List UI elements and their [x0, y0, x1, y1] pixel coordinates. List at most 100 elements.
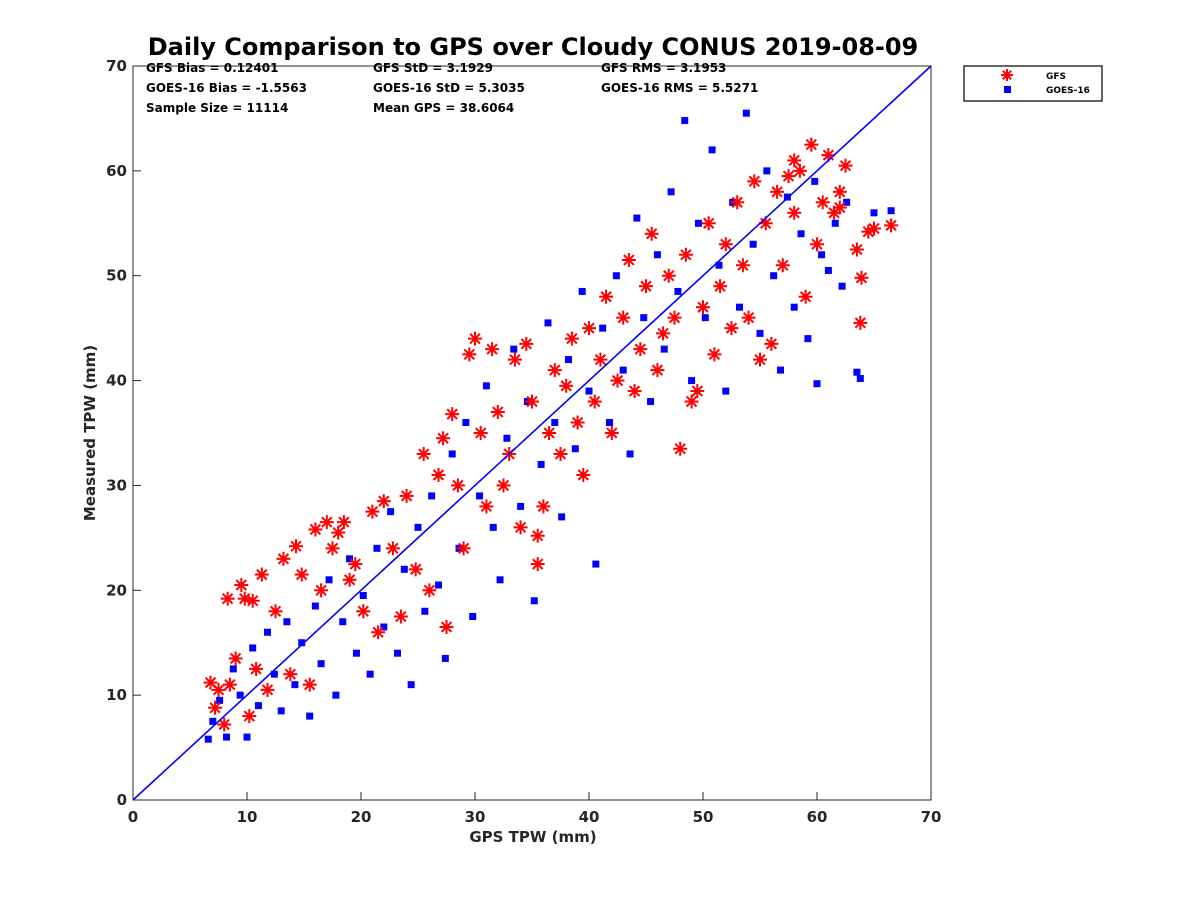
gfs-point — [445, 407, 460, 422]
gfs-point — [399, 488, 414, 503]
mean-gps-stat: Mean GPS = 38.6064 — [373, 101, 514, 115]
gfs-point — [393, 609, 408, 624]
y-tick-label: 20 — [106, 581, 127, 599]
x-tick-label: 20 — [351, 808, 372, 826]
gfs-point — [678, 247, 693, 262]
gfs-point — [616, 310, 631, 325]
gfs-point — [559, 378, 574, 393]
goes16-point — [742, 109, 750, 117]
gfs-point — [724, 321, 739, 336]
x-tick-label: 0 — [128, 808, 138, 826]
gfs-point — [553, 446, 568, 461]
goes16-point — [606, 419, 614, 427]
gfs-point — [810, 237, 824, 252]
y-tick-label: 50 — [106, 267, 127, 285]
gfs-point — [525, 394, 539, 409]
goes16-point — [291, 681, 299, 689]
gfs-point — [884, 218, 899, 233]
gfs-point — [436, 431, 451, 446]
gfs-point — [536, 499, 551, 514]
gfs-std-stat: GFS StD = 3.1929 — [373, 61, 493, 75]
gfs-point — [308, 522, 323, 537]
legend-gfs-asterisk-icon — [1001, 69, 1013, 81]
gfs-point — [621, 252, 636, 267]
gfs-point — [718, 237, 733, 252]
goes16-point — [264, 628, 272, 636]
goes16-point — [708, 146, 716, 154]
goes16-point — [660, 345, 668, 353]
gfs-point — [854, 270, 869, 285]
goes16-point — [243, 733, 251, 741]
gfs-point — [249, 661, 264, 676]
legend-label-gfs: GFS — [1046, 72, 1066, 82]
goes16-point — [694, 219, 702, 227]
gfs-point — [431, 467, 446, 482]
y-tick-label: 10 — [106, 686, 127, 704]
goes16-point — [818, 251, 826, 259]
gfs-point — [234, 578, 249, 593]
x-axis-label: GPS TPW (mm) — [469, 828, 596, 846]
goes16-point — [482, 382, 490, 390]
gfs-point — [838, 158, 853, 173]
gfs-point — [336, 515, 351, 530]
gfs-point — [542, 426, 557, 440]
y-tick-label: 40 — [106, 372, 127, 390]
goes16-point — [270, 670, 278, 678]
plot-area-frame — [132, 65, 932, 801]
axis-ticks: 0 10 20 30 40 50 60 70 0 10 20 30 40 50 60 70 — [106, 57, 941, 826]
goes16-point — [838, 282, 846, 290]
gfs-point — [490, 405, 505, 420]
gfs-point — [479, 499, 494, 514]
goes16-point — [544, 319, 552, 327]
goes16-point — [701, 314, 709, 322]
gfs-point — [661, 268, 676, 283]
gfs-point — [473, 426, 488, 440]
gfs-point — [604, 426, 619, 440]
gfs-point — [302, 677, 317, 692]
gfs-point — [211, 682, 226, 697]
gfs-point — [576, 467, 591, 482]
gfs-point — [832, 184, 847, 199]
gfs-point — [283, 667, 298, 682]
x-tick-label: 30 — [465, 808, 486, 826]
gfs-point — [319, 515, 334, 530]
goes16-point — [653, 251, 661, 259]
gfs-point — [276, 551, 291, 566]
goes16-point — [853, 368, 861, 376]
gfs-point — [385, 541, 400, 556]
goes16-point — [236, 691, 244, 699]
gfs-point — [610, 373, 625, 388]
goes16-rms-stat: GOES-16 RMS = 5.5271 — [601, 81, 758, 95]
goes16-point — [681, 117, 689, 125]
gfs-point — [217, 717, 232, 732]
goes16-point — [811, 177, 819, 185]
goes16-point — [317, 660, 325, 668]
y-tick-label: 0 — [117, 791, 127, 809]
gfs-point — [530, 557, 545, 572]
gfs-point — [696, 300, 710, 315]
gfs-point — [832, 200, 847, 215]
gfs-point — [228, 651, 243, 666]
goes16-point — [393, 649, 401, 657]
gfs-point — [707, 347, 722, 362]
gfs-point — [220, 591, 235, 606]
goes16-point — [537, 460, 545, 468]
gfs-point — [690, 384, 705, 399]
goes16-point — [887, 207, 895, 215]
gfs-point — [547, 363, 562, 378]
legend-box — [963, 65, 1103, 102]
one-to-one-reference-line — [132, 65, 932, 801]
gfs-point — [656, 326, 671, 341]
gfs-point — [787, 153, 802, 168]
gfs-point — [422, 583, 437, 598]
goes16-point — [373, 544, 381, 552]
goes16-point — [476, 492, 484, 500]
gfs-point — [519, 336, 534, 351]
gfs-point — [208, 700, 223, 715]
goes16-point — [306, 712, 314, 720]
chart-title: Daily Comparison to GPS over Cloudy CONU… — [148, 33, 919, 61]
gfs-point — [456, 541, 471, 556]
gfs-point — [753, 352, 767, 367]
goes16-point — [277, 707, 285, 715]
gfs-rms-stat: GFS RMS = 3.1953 — [601, 61, 726, 75]
